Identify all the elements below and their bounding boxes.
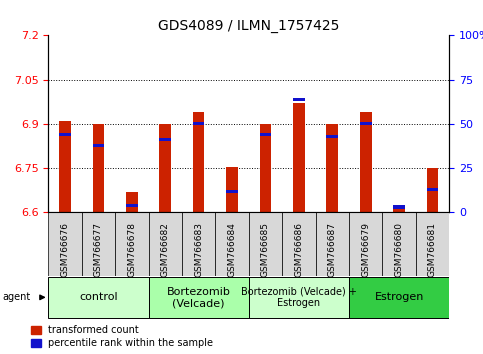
Text: GSM766678: GSM766678 — [128, 222, 136, 277]
Bar — [249, 277, 349, 318]
Bar — [193, 112, 204, 212]
Bar — [159, 124, 171, 212]
Text: GSM766681: GSM766681 — [428, 222, 437, 277]
Bar — [182, 212, 215, 276]
Title: GDS4089 / ILMN_1757425: GDS4089 / ILMN_1757425 — [158, 19, 340, 33]
Text: GSM766677: GSM766677 — [94, 222, 103, 277]
Bar — [215, 212, 249, 276]
Bar — [149, 212, 182, 276]
Text: GSM766686: GSM766686 — [294, 222, 303, 277]
Bar — [393, 205, 405, 209]
Legend: transformed count, percentile rank within the sample: transformed count, percentile rank withi… — [29, 324, 215, 350]
Bar — [259, 133, 271, 136]
Text: Bortezomib
(Velcade): Bortezomib (Velcade) — [167, 286, 230, 308]
Text: GSM766684: GSM766684 — [227, 222, 237, 277]
Text: agent: agent — [2, 292, 30, 302]
Bar — [393, 206, 405, 212]
Bar — [282, 212, 315, 276]
Bar — [126, 192, 138, 212]
Bar — [327, 135, 338, 138]
Bar — [126, 204, 138, 207]
Bar — [293, 103, 305, 212]
Bar — [426, 168, 439, 212]
Text: GSM766680: GSM766680 — [395, 222, 404, 277]
Bar — [93, 144, 104, 147]
Text: Estrogen: Estrogen — [374, 292, 424, 302]
Bar — [327, 124, 338, 212]
Bar — [293, 97, 305, 101]
Bar — [159, 138, 171, 141]
Text: GSM766687: GSM766687 — [328, 222, 337, 277]
Bar — [149, 277, 249, 318]
Text: control: control — [79, 292, 118, 302]
Bar — [315, 212, 349, 276]
Bar — [249, 212, 282, 276]
Bar — [383, 212, 416, 276]
Bar — [426, 188, 439, 191]
Bar — [349, 277, 449, 318]
Bar — [416, 212, 449, 276]
Bar — [82, 212, 115, 276]
Text: GSM766679: GSM766679 — [361, 222, 370, 277]
Text: GSM766682: GSM766682 — [161, 222, 170, 277]
Bar — [226, 167, 238, 212]
Bar — [349, 212, 383, 276]
Bar — [115, 212, 149, 276]
Text: GSM766685: GSM766685 — [261, 222, 270, 277]
Text: Bortezomib (Velcade) +
Estrogen: Bortezomib (Velcade) + Estrogen — [241, 286, 357, 308]
Bar — [360, 122, 371, 125]
Bar — [59, 121, 71, 212]
Bar — [226, 189, 238, 193]
Bar — [259, 124, 271, 212]
Text: GSM766676: GSM766676 — [60, 222, 70, 277]
Bar — [93, 124, 104, 212]
Bar — [48, 277, 149, 318]
Bar — [193, 122, 204, 125]
Text: GSM766683: GSM766683 — [194, 222, 203, 277]
Bar — [59, 133, 71, 136]
Bar — [360, 112, 371, 212]
Bar — [48, 212, 82, 276]
